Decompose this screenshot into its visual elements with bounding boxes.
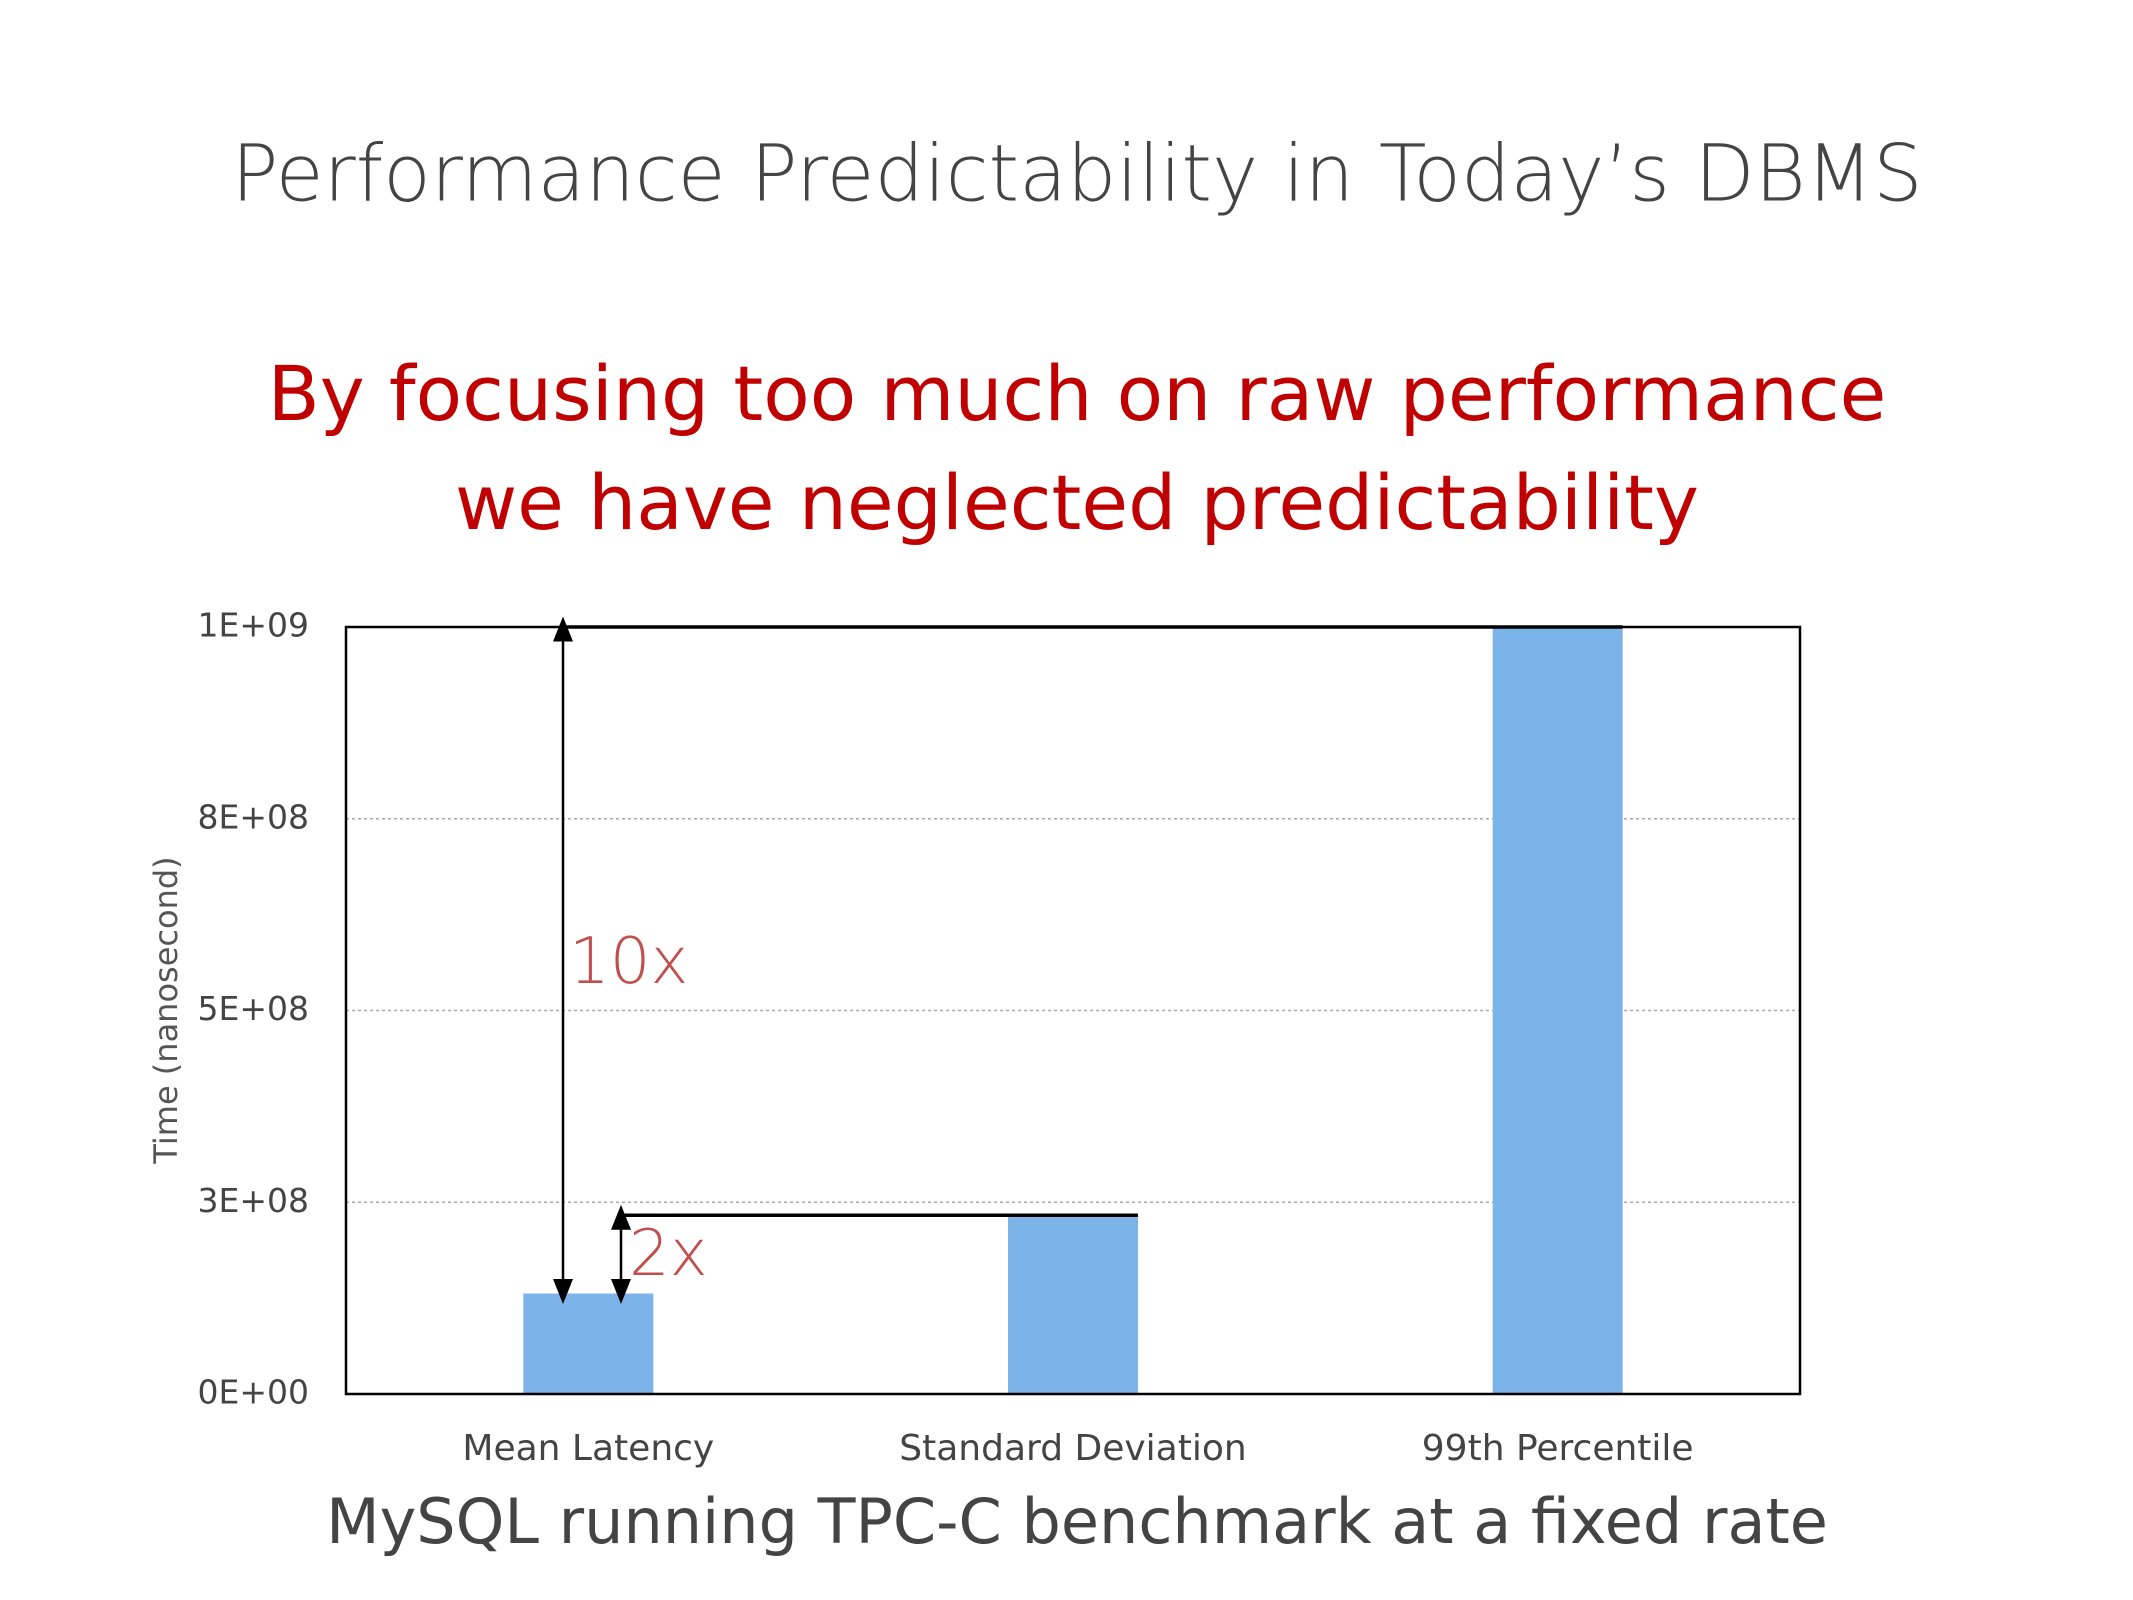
y-tick-label: 1E+09 (198, 606, 310, 645)
x-tick-label: Mean Latency (462, 1428, 714, 1469)
x-tick-label: 99th Percentile (1422, 1428, 1694, 1469)
annotation-label: 2x (629, 1217, 708, 1291)
x-tick-label: Standard Deviation (899, 1428, 1246, 1469)
annotation-label: 10x (569, 925, 688, 999)
subtitle-line: we have neglected predictability (455, 458, 1699, 547)
bar (1492, 627, 1623, 1394)
slide-title: Performance Predictability in Today’s DB… (231, 130, 1922, 220)
bar (1008, 1215, 1138, 1394)
y-tick-label: 3E+08 (198, 1181, 310, 1220)
bar (523, 1293, 654, 1394)
y-axis-label: Time (nanosecond) (147, 856, 185, 1164)
y-tick-label: 8E+08 (198, 797, 310, 836)
y-tick-label: 5E+08 (198, 989, 310, 1028)
caption: MySQL running TPC-C benchmark at a fixed… (326, 1485, 1828, 1558)
y-tick-label: 0E+00 (198, 1373, 310, 1412)
subtitle-line: By focusing too much on raw performance (268, 349, 1887, 438)
